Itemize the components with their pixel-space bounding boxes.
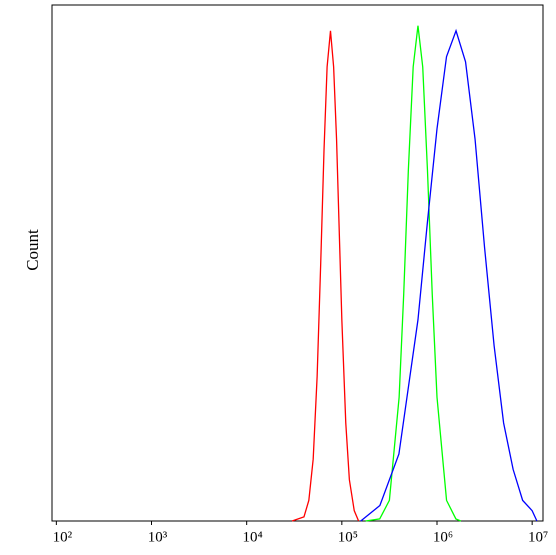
x-tick-label: 10³ [148, 529, 168, 545]
x-tick-label: 10⁵ [338, 529, 358, 545]
histogram-line [291, 30, 360, 522]
plot-frame [51, 4, 544, 522]
histogram-line [360, 28, 538, 522]
x-tick-label: 10⁷ [528, 529, 548, 545]
x-tick-label: 10² [53, 529, 73, 545]
x-tick-label: 10⁶ [433, 529, 453, 545]
x-tick-label: 10⁴ [243, 529, 263, 545]
y-axis-label: Count [23, 229, 42, 271]
histogram-line [365, 25, 462, 522]
